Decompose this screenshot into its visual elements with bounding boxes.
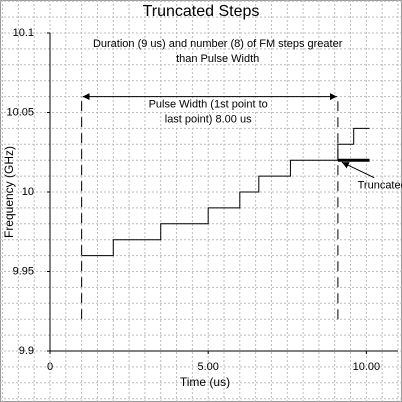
annotation: than Pulse Width — [176, 53, 259, 65]
y-tick-label: 10.1 — [13, 27, 34, 39]
annotation-background — [146, 98, 270, 111]
chart-title: Truncated Steps — [143, 3, 260, 20]
y-tick-label: 9.95 — [13, 265, 34, 277]
annotation-background — [162, 113, 255, 126]
annotation: last point) 8.00 us — [165, 113, 252, 125]
annotation: Pulse Width (1st point to — [149, 98, 268, 110]
annotation: Truncated — [358, 180, 402, 192]
annotation: Duration (9 us) and number (8) of FM ste… — [93, 38, 343, 50]
step-line — [81, 127, 370, 257]
y-tick-label: 10.05 — [6, 106, 34, 118]
x-axis-title: Time (us) — [180, 375, 230, 389]
x-tick-label: 10.00 — [353, 361, 381, 373]
y-tick-label: 10 — [22, 186, 34, 198]
y-tick-label: 9.9 — [19, 345, 34, 357]
truncated-arrow — [341, 161, 375, 179]
x-tick-label: 5.00 — [197, 361, 218, 373]
y-axis-title: Frequency (GHz) — [2, 146, 16, 238]
x-tick-label: 0 — [47, 361, 53, 373]
